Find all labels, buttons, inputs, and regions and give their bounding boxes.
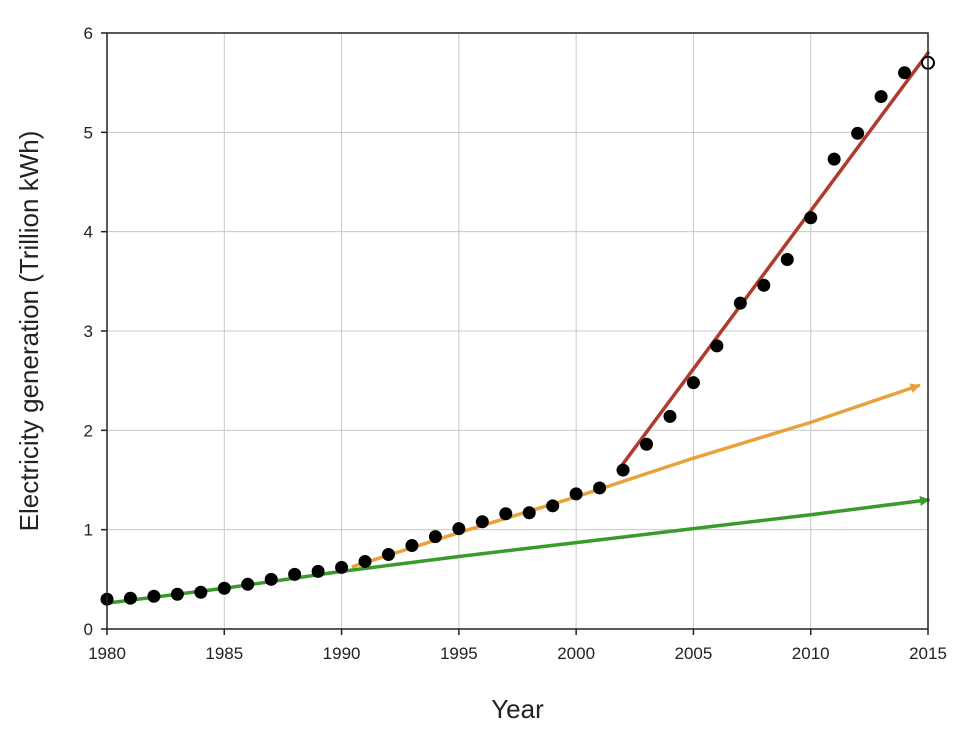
data-point bbox=[264, 572, 278, 586]
data-point bbox=[593, 481, 607, 495]
y-axis-title: Electricity generation (Trillion kWh) bbox=[14, 131, 44, 532]
data-point bbox=[710, 339, 724, 353]
data-point bbox=[522, 506, 536, 520]
data-point bbox=[663, 409, 677, 423]
x-axis-title: Year bbox=[491, 694, 544, 724]
data-point bbox=[640, 437, 654, 451]
data-point bbox=[569, 487, 583, 501]
y-tick-label: 6 bbox=[84, 24, 93, 43]
data-point bbox=[686, 376, 700, 390]
data-point bbox=[123, 591, 137, 605]
data-point bbox=[827, 152, 841, 166]
y-tick-label: 2 bbox=[84, 421, 93, 440]
data-point bbox=[335, 560, 349, 574]
data-point bbox=[757, 278, 771, 292]
y-tick-label: 3 bbox=[84, 322, 93, 341]
x-tick-label: 1985 bbox=[205, 644, 243, 663]
x-tick-label: 1990 bbox=[323, 644, 361, 663]
y-tick-label: 0 bbox=[84, 620, 93, 639]
data-point bbox=[546, 499, 560, 513]
trend-lines bbox=[105, 51, 930, 605]
data-point bbox=[217, 581, 231, 595]
y-axis-ticks: 0 1 2 3 4 5 6 bbox=[84, 24, 107, 639]
x-tick-label: 2000 bbox=[557, 644, 595, 663]
x-tick-label: 1995 bbox=[440, 644, 478, 663]
data-point bbox=[499, 507, 513, 521]
trend-line bbox=[616, 51, 930, 472]
x-axis-ticks: 1980 1985 1990 1995 2000 2005 2010 2015 bbox=[88, 629, 947, 663]
x-tick-label: 1980 bbox=[88, 644, 126, 663]
data-point bbox=[194, 585, 208, 599]
data-points bbox=[100, 55, 935, 606]
data-point bbox=[851, 126, 865, 140]
data-point bbox=[288, 567, 302, 581]
data-point bbox=[780, 252, 794, 266]
data-point bbox=[147, 589, 161, 603]
data-point bbox=[358, 554, 372, 568]
y-tick-label: 4 bbox=[84, 223, 93, 242]
data-point bbox=[428, 530, 442, 544]
data-point bbox=[898, 66, 912, 80]
data-point bbox=[452, 522, 466, 536]
x-tick-label: 2010 bbox=[792, 644, 830, 663]
data-point bbox=[475, 515, 489, 529]
grid bbox=[106, 32, 929, 630]
data-point bbox=[405, 539, 419, 553]
data-point bbox=[170, 587, 184, 601]
data-point bbox=[616, 463, 630, 477]
data-point bbox=[241, 577, 255, 591]
data-point bbox=[311, 564, 325, 578]
data-point bbox=[733, 296, 747, 310]
data-point bbox=[874, 90, 888, 104]
data-point bbox=[804, 211, 818, 225]
x-tick-label: 2015 bbox=[909, 644, 947, 663]
y-tick-label: 5 bbox=[84, 123, 93, 142]
x-tick-label: 2005 bbox=[675, 644, 713, 663]
y-tick-label: 1 bbox=[84, 521, 93, 540]
data-point bbox=[381, 548, 395, 561]
